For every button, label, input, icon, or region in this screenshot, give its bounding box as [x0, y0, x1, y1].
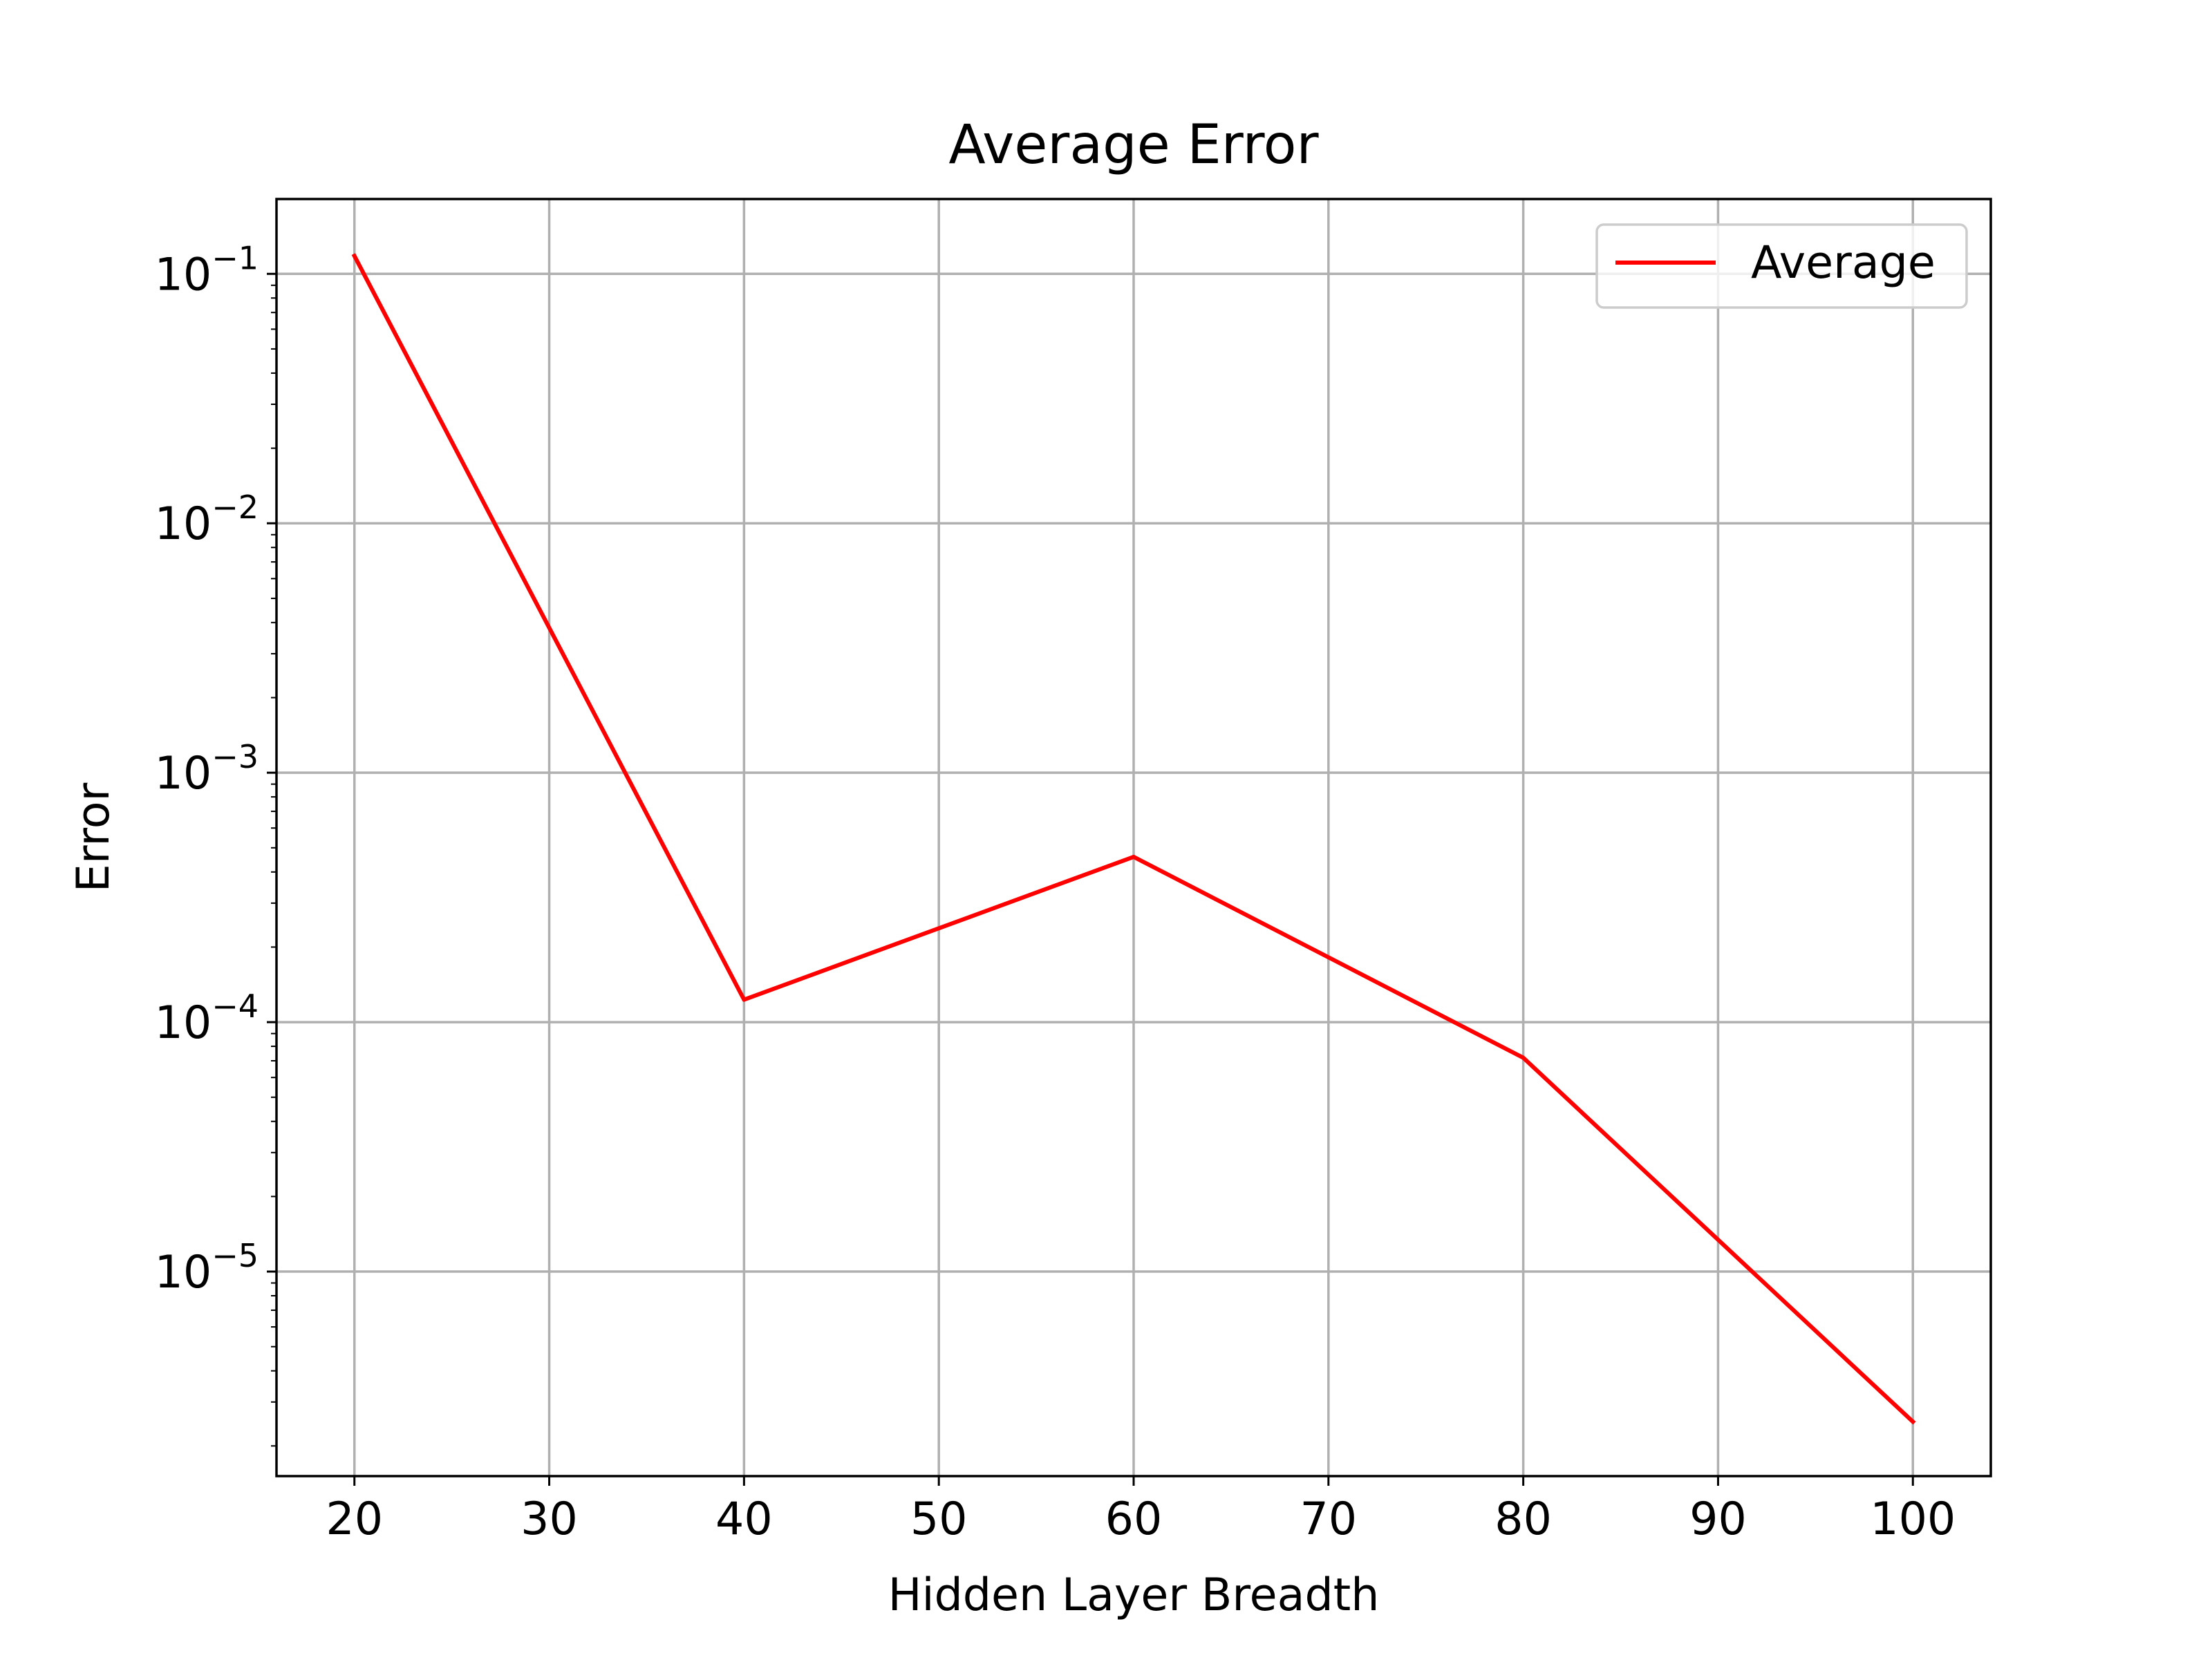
x-tick-label: 80 [1494, 1493, 1552, 1545]
x-axis-label: Hidden Layer Breadth [888, 1569, 1380, 1621]
chart-title: Average Error [948, 114, 1319, 176]
grid [276, 199, 1991, 1476]
y-tick-label: 10−4 [154, 988, 259, 1049]
series-line-average [351, 253, 1916, 1425]
legend-box [1595, 223, 1968, 309]
y-tick-label: 10−3 [154, 738, 259, 800]
x-tick-label: 90 [1689, 1493, 1747, 1545]
x-tick-label: 50 [910, 1493, 968, 1545]
legend-label-average: Average [1751, 237, 1936, 289]
y-tick-label: 10−5 [154, 1237, 259, 1299]
x-tick-label: 60 [1105, 1493, 1163, 1545]
axis-ticks: 20 30 40 50 60 70 80 90 100 10−1 10−2 10−3 10−4 10−5 [154, 239, 1956, 1545]
y-axis-label: Error [68, 783, 120, 893]
x-tick-label: 30 [521, 1493, 578, 1545]
x-tick-label: 40 [715, 1493, 773, 1545]
y-tick-label: 10−2 [154, 489, 259, 550]
legend: Average [1595, 223, 1968, 309]
x-tick-label: 70 [1300, 1493, 1357, 1545]
x-tick-label: 100 [1870, 1493, 1956, 1545]
y-tick-label: 10−1 [154, 239, 259, 301]
series-layer [351, 253, 1916, 1425]
x-tick-label: 20 [326, 1493, 383, 1545]
